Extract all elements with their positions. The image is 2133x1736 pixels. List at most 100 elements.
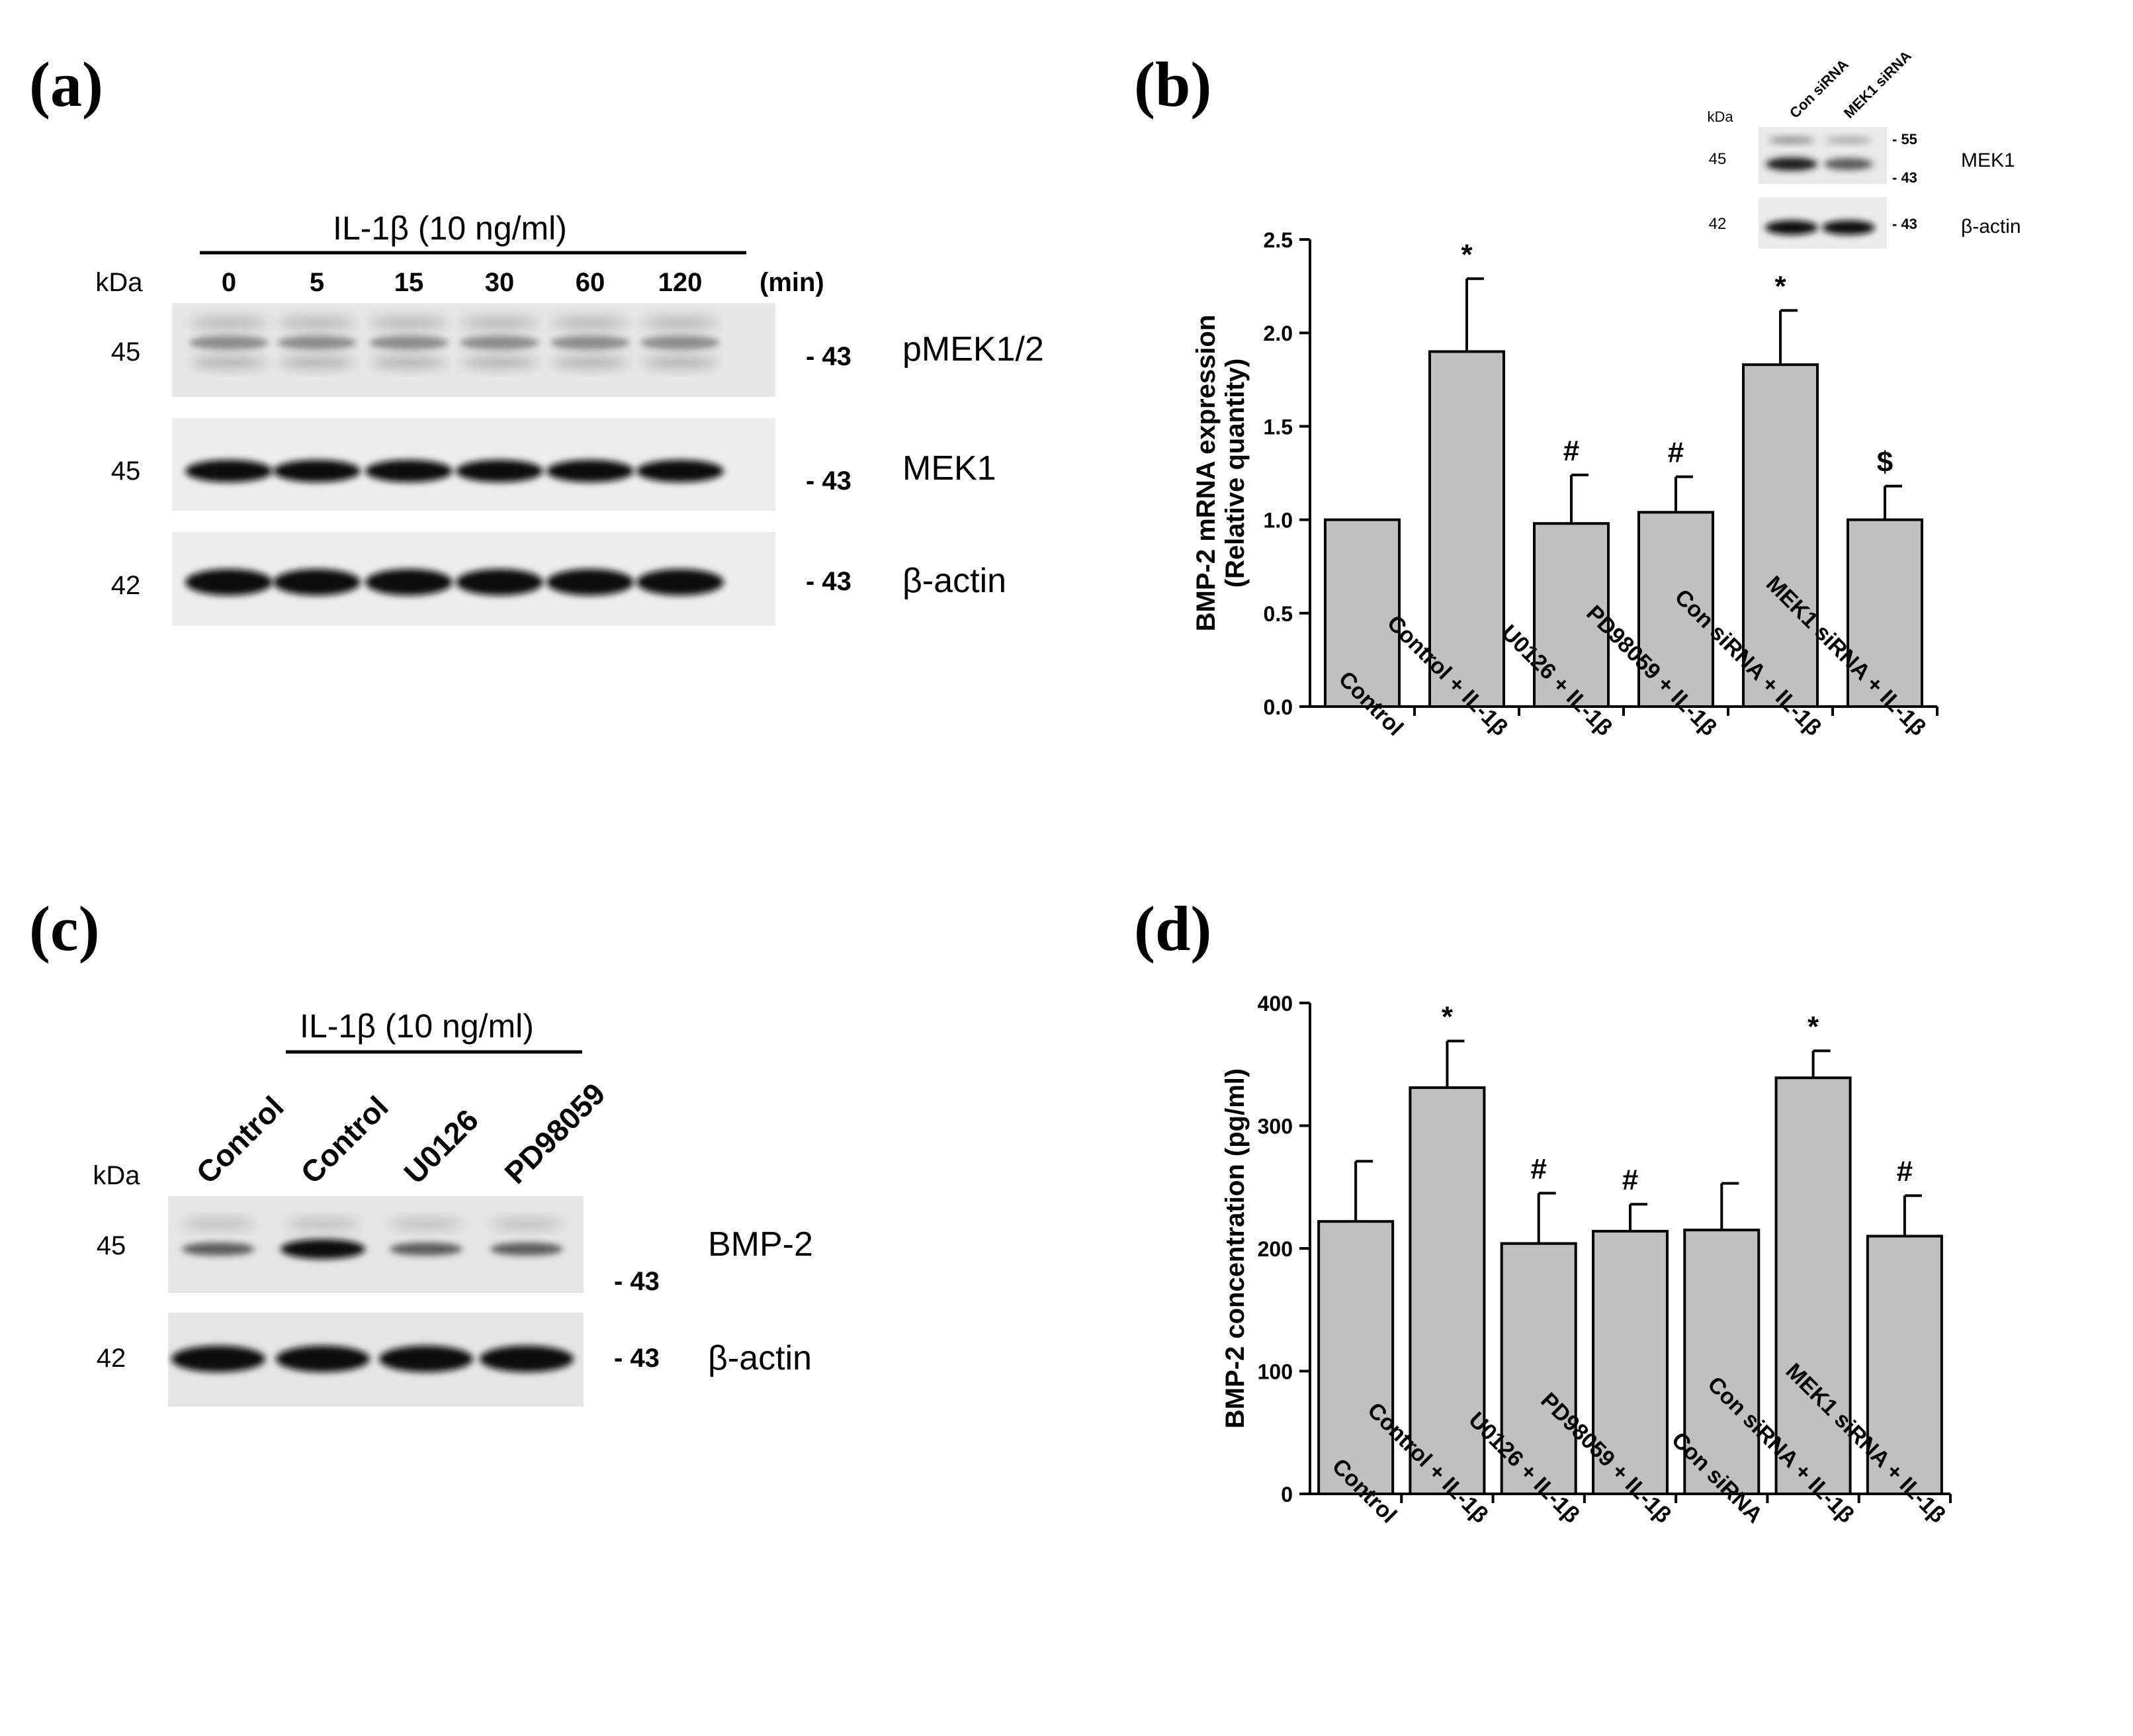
y-tick-label: 0.0 (1264, 695, 1293, 719)
blot-band (460, 316, 539, 329)
blot-band (640, 335, 720, 350)
blot-band (370, 357, 447, 368)
blot-band (279, 357, 355, 368)
y-axis-label: (Relative quantity) (1221, 359, 1250, 588)
lane-label: PD98059 (498, 1076, 611, 1190)
panel-a-kda-header: kDa (95, 268, 143, 297)
panel-b: (b) kDa Con siRNA MEK1 siRNA 45 - 55 - 4… (1134, 48, 2021, 741)
blot-band (490, 1219, 563, 1229)
blot-band (1825, 136, 1872, 144)
inset-mek1-background (1759, 127, 1887, 184)
significance-mark: # (1530, 1153, 1546, 1186)
inset-marker-55: - 55 (1892, 131, 1917, 148)
blot-band (551, 316, 629, 329)
blot-band (546, 460, 634, 482)
blot-mek1-protein: MEK1 (902, 449, 996, 488)
blot-mek1-marker: - 43 (806, 466, 851, 496)
y-tick-label: 100 (1258, 1360, 1293, 1384)
y-tick-label: 300 (1258, 1115, 1293, 1139)
blot-bmp2-kda: 45 (97, 1231, 126, 1260)
blot-band (190, 316, 268, 329)
blot-band (546, 569, 634, 595)
blot-band (379, 1346, 473, 1372)
y-tick-label: 2.0 (1264, 322, 1293, 345)
panel-c-label: (c) (29, 893, 100, 964)
bar (1742, 363, 1819, 708)
blot-pmek-bands (189, 316, 720, 368)
blot-band (1768, 136, 1815, 144)
significance-mark: * (1774, 270, 1786, 302)
panel-b-label: (b) (1134, 49, 1211, 120)
lane-label: Control (189, 1090, 290, 1190)
y-tick-label: 2.5 (1264, 228, 1293, 252)
panel-b-inset: kDa Con siRNA MEK1 siRNA 45 - 55 - 43 ME… (1707, 48, 2021, 249)
inset-actin-kda: 42 (1709, 215, 1727, 233)
panel-a: (a) IL-1β (10 ng/ml) kDa 0 5 15 30 60 120 (mi… (29, 49, 1044, 626)
significance-mark: * (1442, 1001, 1454, 1033)
blot-band (550, 335, 630, 350)
blot-band (490, 1242, 563, 1256)
significance-mark: # (1668, 437, 1684, 469)
panel-c: (c) IL-1β (10 ng/ml) Control Control U0126… (29, 893, 813, 1407)
time-point-label: 60 (576, 268, 605, 297)
inset-marker-43-actin: - 43 (1892, 216, 1917, 232)
bar (1533, 522, 1610, 708)
bar (1683, 1229, 1761, 1496)
bar (1428, 350, 1505, 708)
blot-band (642, 357, 718, 368)
blot-band (277, 335, 357, 350)
significance-mark: * (1461, 238, 1473, 271)
inset-actin-protein: β-actin (1961, 216, 2021, 238)
blot-band (1824, 158, 1873, 170)
y-axis-label: BMP-2 concentration (pg/ml) (1221, 1068, 1250, 1428)
bar (1592, 1230, 1669, 1496)
blot-band (273, 569, 361, 595)
lane-label: Control (294, 1090, 394, 1190)
blot-band (276, 1346, 370, 1372)
inset-mek1-kda: 45 (1709, 150, 1727, 168)
blot-band (461, 357, 538, 368)
time-point-label: 5 (310, 268, 324, 297)
blot-band (1822, 220, 1875, 235)
blot-band (365, 569, 453, 595)
blot-band (1765, 220, 1818, 235)
blot-band (365, 460, 453, 482)
significance-mark: * (1807, 1010, 1819, 1043)
blot-bmp2-protein: BMP-2 (708, 1225, 813, 1264)
blot-actin-marker: - 43 (806, 567, 851, 596)
blot-band (370, 316, 448, 329)
panel-a-label: (a) (29, 49, 103, 120)
blot-c-actin-kda: 42 (97, 1344, 126, 1373)
blot-band (636, 460, 724, 482)
blot-pmek-kda: 45 (111, 337, 141, 367)
blot-band (552, 357, 629, 368)
panel-c-kda-header: kDa (93, 1161, 140, 1190)
blot-c-actin-bands (171, 1346, 574, 1372)
significance-mark: # (1563, 435, 1579, 467)
panel-c-treatment: IL-1β (10 ng/ml) (300, 1008, 534, 1045)
panel-d-label: (d) (1134, 893, 1211, 964)
blot-band (460, 335, 539, 350)
blot-band (390, 1242, 462, 1256)
blot-mek1-kda: 45 (111, 456, 141, 486)
y-tick-label: 200 (1258, 1237, 1293, 1261)
blot-actin-protein: β-actin (902, 562, 1006, 600)
blot-c-actin-protein: β-actin (708, 1339, 812, 1377)
blot-band (456, 460, 543, 482)
inset-lane-mek1-sirna: MEK1 siRNA (1841, 48, 1915, 122)
blot-band (182, 1219, 255, 1229)
lane-label: U0126 (397, 1102, 485, 1190)
bar (1866, 1235, 1943, 1495)
time-point-label: 15 (394, 268, 424, 297)
blot-band (189, 335, 269, 350)
blot-band (390, 1219, 462, 1229)
time-point-label: 120 (658, 268, 703, 297)
y-tick-label: 1.0 (1264, 509, 1293, 533)
blot-c-actin-marker: - 43 (614, 1344, 660, 1373)
blot-mek1-bands (185, 460, 724, 482)
significance-mark: $ (1877, 446, 1893, 478)
blot-band (369, 335, 449, 350)
